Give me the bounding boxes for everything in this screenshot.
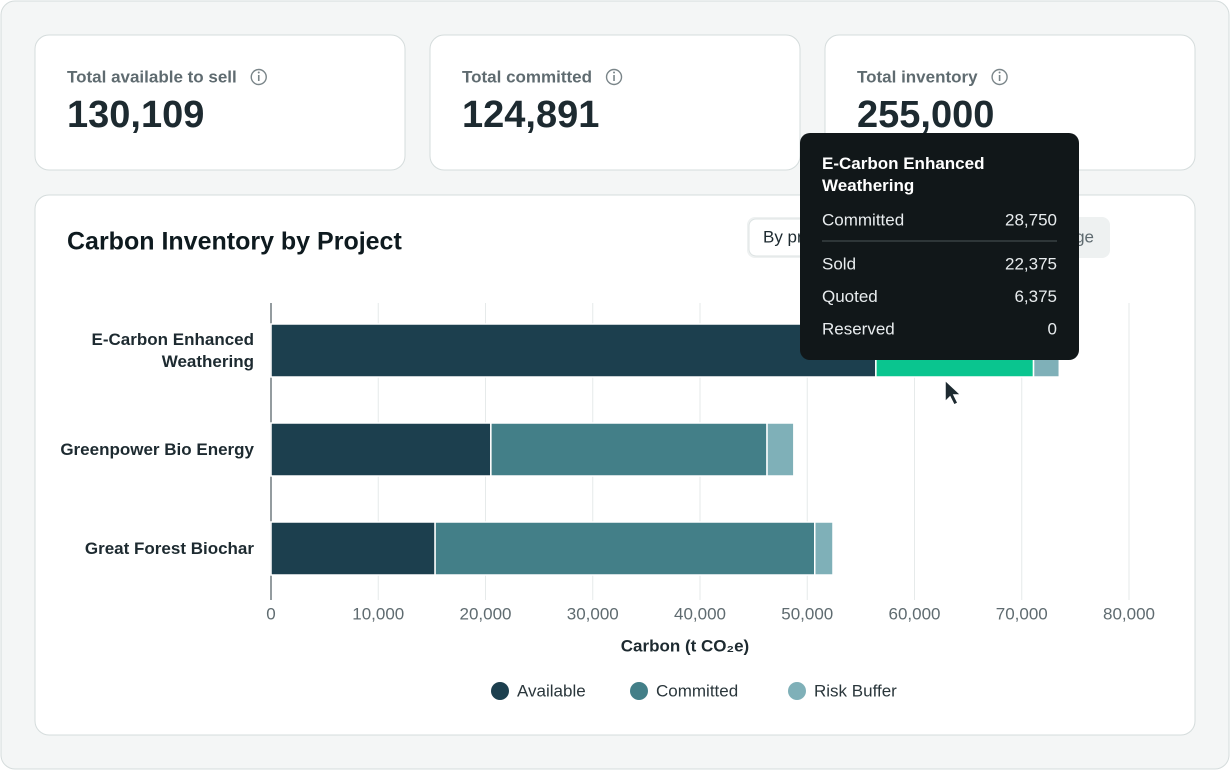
bar-segment (270, 422, 492, 477)
tooltip-title: E-Carbon Enhanced Weathering (822, 154, 985, 195)
category-label-box: E-Carbon Enhanced Weathering (91, 329, 254, 371)
cursor (944, 378, 963, 407)
x-tick-label: 50,000 (781, 604, 833, 623)
legend-label: Available (517, 681, 586, 700)
x-tick-label: 80,000 (1103, 604, 1155, 623)
info-icon (250, 68, 267, 86)
y-tick-label: E-Carbon Enhanced Weathering (91, 329, 254, 371)
info-icon-dot (257, 71, 260, 74)
category-label-box: Great Forest Biochar (84, 538, 254, 558)
tooltip-label: Quoted (822, 287, 878, 306)
stat-value: 124,891 (462, 94, 599, 136)
bar-segment (766, 422, 795, 477)
legend-label: Committed (656, 681, 738, 700)
info-icon-dot (613, 71, 616, 74)
x-tick-label: 0 (266, 604, 275, 623)
stat-title: Total inventory (857, 67, 978, 86)
stat-value: 130,109 (67, 94, 204, 136)
y-tick-label: Greenpower Bio Energy (60, 439, 254, 459)
legend-marker (491, 682, 509, 700)
info-icon (991, 68, 1008, 86)
tooltip (800, 133, 1079, 360)
bar-segment (490, 422, 768, 477)
tooltip-label: Reserved (822, 319, 895, 338)
bar-segment (270, 323, 877, 378)
stat-value: 255,000 (857, 94, 994, 136)
y-tick-label: Great Forest Biochar (84, 538, 254, 558)
x-tick-label: 20,000 (460, 604, 512, 623)
x-tick-label: 30,000 (567, 604, 619, 623)
tooltip-title-box: E-Carbon Enhanced Weathering (822, 154, 985, 195)
stat-title: Total committed (462, 67, 592, 86)
x-tick-label: 70,000 (996, 604, 1048, 623)
bar-segment (270, 521, 436, 576)
stat-card (34, 34, 406, 171)
legend-label: Risk Buffer (814, 681, 897, 700)
tooltip-label: Sold (822, 254, 856, 273)
bar-segment (814, 521, 834, 576)
tooltip-value: 0 (1048, 319, 1057, 338)
legend-marker (630, 682, 648, 700)
tooltip-label: Committed (822, 210, 904, 229)
info-icon-dot (998, 71, 1001, 74)
chart-title: Carbon Inventory by Project (67, 228, 402, 256)
stat-title: Total available to sell (67, 67, 237, 86)
stat-card (429, 34, 801, 171)
x-tick-label: 40,000 (674, 604, 726, 623)
tooltip-value: 6,375 (1014, 287, 1057, 306)
info-icon (605, 68, 623, 86)
tooltip-value: 22,375 (1005, 254, 1057, 273)
legend-marker (788, 682, 806, 700)
x-axis-title: Carbon (t CO₂e) (621, 636, 749, 655)
bar-segment (434, 521, 816, 576)
x-tick-label: 60,000 (889, 604, 941, 623)
x-tick-label: 10,000 (352, 604, 404, 623)
category-label-box: Greenpower Bio Energy (60, 439, 254, 459)
tooltip-value: 28,750 (1005, 210, 1057, 229)
